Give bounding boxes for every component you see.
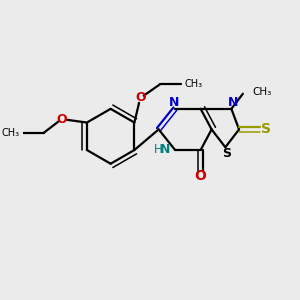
Text: CH₃: CH₃ <box>184 79 202 89</box>
Text: S: S <box>261 122 271 136</box>
Text: S: S <box>222 147 231 160</box>
Text: CH₃: CH₃ <box>253 87 272 98</box>
Text: H: H <box>154 143 163 157</box>
Text: O: O <box>195 169 207 183</box>
Text: N: N <box>160 143 171 157</box>
Text: CH₃: CH₃ <box>2 128 20 138</box>
Text: N: N <box>169 96 179 109</box>
Text: O: O <box>57 113 68 126</box>
Text: O: O <box>135 92 146 104</box>
Text: N: N <box>228 96 238 109</box>
